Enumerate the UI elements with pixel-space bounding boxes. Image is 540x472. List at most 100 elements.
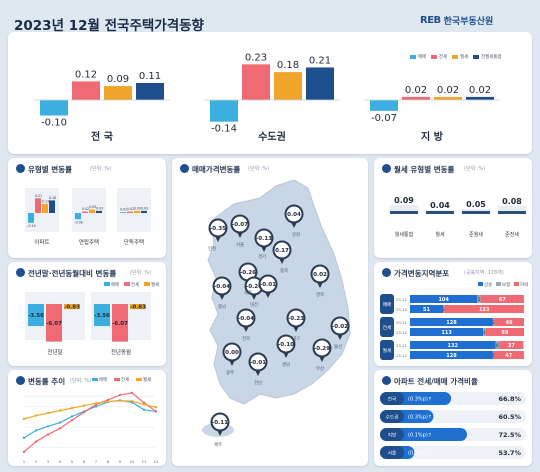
pin-value: -0.04 — [238, 316, 254, 322]
pin-value: -0.23 — [288, 316, 304, 322]
panel-title: 월세 유형별 변동률 — [394, 165, 455, 174]
chart-icon — [382, 268, 391, 277]
data-label: 0.02 — [127, 207, 134, 211]
pin-tail — [219, 294, 225, 300]
data-point — [70, 415, 74, 418]
bar — [210, 100, 238, 122]
region-label: 울산 — [334, 343, 342, 350]
bar — [426, 211, 454, 214]
category-label: 준전세 — [505, 231, 519, 238]
data-label: 0.02 — [405, 85, 427, 96]
pin-value: -0.01 — [250, 360, 266, 366]
tick-label: 6 — [83, 459, 86, 464]
legend-swatch — [124, 282, 130, 286]
data-label: -6.07 — [46, 321, 62, 327]
category-label: 단독주택 — [124, 238, 144, 246]
pin-tail — [293, 326, 299, 332]
page-title: 2023년 12월 전국주택가격동향 — [14, 18, 204, 34]
data-point — [46, 433, 50, 436]
panel-unit: (단위: %) — [90, 166, 112, 172]
segment — [410, 351, 493, 359]
region-label: 인천 — [208, 245, 216, 252]
pin-value: 0.00 — [225, 350, 239, 356]
data-label: 0.09 — [394, 196, 414, 205]
legend-combined: 전월세통합 — [473, 54, 502, 60]
panel-unit: (단위: %) — [70, 378, 92, 384]
segment — [443, 305, 445, 313]
region-label: 경남 — [282, 361, 290, 368]
data-label: -0.10 — [41, 118, 67, 129]
data-point — [130, 391, 134, 395]
legend-swatch — [92, 378, 98, 381]
period-label: 23.12 — [396, 307, 407, 312]
data-label: 0.03 — [134, 206, 141, 210]
pin-face — [250, 354, 266, 370]
data-label: 0.13 — [42, 199, 49, 203]
data-label: 0.12 — [75, 69, 97, 80]
pin-tail — [291, 222, 297, 228]
data-point — [70, 406, 74, 410]
data-point — [106, 400, 110, 403]
region-label: 부산 — [316, 365, 324, 372]
pin-tail — [279, 258, 285, 264]
pin-value: -0.35 — [210, 226, 226, 232]
segment — [410, 295, 478, 303]
data-point — [82, 404, 86, 407]
panel-title: 변동률 추이 — [28, 377, 66, 386]
segment — [495, 341, 500, 349]
legend-label: 매매 — [111, 281, 119, 288]
panel-unit: (단위: %) — [464, 166, 486, 172]
pin-tail — [255, 370, 261, 376]
segment — [410, 305, 444, 313]
pin-face — [240, 264, 256, 280]
legend-label: 전세 — [131, 281, 139, 288]
trend-panel: 변동률 추이 (단위: %) 매매 전세 월세 1 2 3 4 5 6 7 8 9 10 11 12 — [8, 370, 166, 466]
tick-label: 10 — [130, 459, 135, 464]
data-label: 0.05 — [89, 205, 96, 209]
bar-area — [390, 205, 418, 214]
category-label: 아파트 — [34, 238, 49, 246]
legend-label: 상승 — [484, 281, 492, 288]
chart-icon — [16, 268, 25, 277]
pin-value: -0.29 — [314, 346, 330, 352]
region-label: 서울 — [236, 241, 244, 248]
data-point — [94, 405, 98, 408]
region-badge — [380, 410, 404, 423]
region-label: 전북 — [242, 335, 250, 342]
pin-value: 0.02 — [313, 272, 327, 278]
bar-area — [498, 206, 526, 214]
pin-face — [212, 414, 228, 430]
map-panel: 매매가격변동률 (단위: %) -0.35 -0.07 -0.13 0.04 0.17 -… — [172, 158, 368, 466]
pin-face — [246, 278, 262, 294]
yoy-bar-chart: 매매 전세 월세-3.56-6.07-0.83전년말-3.56-6.07-0.83전… — [25, 281, 159, 356]
region-badge — [380, 446, 404, 459]
bar — [390, 211, 418, 214]
bar — [82, 211, 88, 213]
panel-title: 아파트 전세/매매 가격비율 — [394, 377, 478, 386]
track — [380, 446, 526, 459]
panel-unit: (단위: %) — [248, 166, 270, 172]
data-label: -0.09 — [74, 220, 82, 224]
series-line — [23, 400, 157, 420]
pin-tail — [337, 334, 343, 340]
data-label: 0.21 — [309, 55, 331, 66]
pin-value: -0.01 — [260, 282, 276, 288]
group-label: 매매 — [383, 301, 392, 308]
segment-label: 104 — [438, 297, 449, 303]
bar — [72, 81, 100, 100]
pin-tail — [319, 356, 325, 362]
bar — [274, 72, 302, 100]
logo-text: 한국부동산원 — [443, 17, 494, 27]
tick-label: 4 — [59, 459, 62, 464]
data-point — [130, 399, 134, 403]
category-label: 전년동월 — [111, 348, 131, 356]
segment — [493, 351, 524, 359]
bar — [89, 209, 95, 213]
series-line — [23, 399, 157, 439]
bar — [28, 304, 44, 327]
change-label: (0.3%p)↑ — [408, 451, 432, 457]
pin-tail — [251, 294, 257, 300]
change-label: (0.1%p)↑ — [408, 433, 432, 439]
data-point — [22, 450, 26, 454]
